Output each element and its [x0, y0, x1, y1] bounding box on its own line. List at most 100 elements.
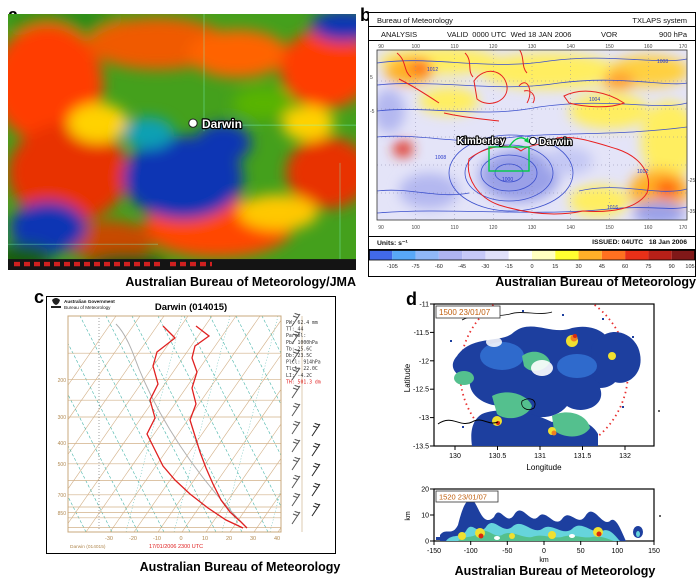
svg-text:100: 100 [611, 548, 623, 555]
svg-text:1008: 1008 [435, 155, 446, 161]
skewt-sounding-chart: Australian Government Bureau of Meteorol… [46, 296, 336, 554]
svg-text:140: 140 [567, 225, 576, 231]
panel-a-caption: Australian Bureau of Meteorology/JMA [125, 275, 356, 289]
svg-text:Pb: 1000hPa: Pb: 1000hPa [286, 340, 318, 346]
svg-text:30: 30 [250, 536, 256, 542]
svg-text:0: 0 [542, 548, 546, 555]
svg-text:90: 90 [669, 264, 675, 270]
svg-text:170: 170 [679, 225, 688, 231]
svg-text:131.5: 131.5 [574, 453, 592, 460]
svg-text:1012: 1012 [427, 67, 438, 73]
svg-text:1004: 1004 [589, 97, 600, 103]
svg-text:100: 100 [412, 44, 421, 50]
panel-b-letter: b [360, 5, 371, 25]
colorbar-cells [369, 250, 695, 260]
darwin-place-label: Darwin [202, 117, 242, 131]
svg-text:-11: -11 [419, 302, 429, 309]
svg-text:40: 40 [274, 536, 280, 542]
temperature-tick-labels: -30 -20 -10 0 10 20 30 40 [105, 536, 280, 542]
svg-text:-60: -60 [435, 264, 443, 270]
coastlines [396, 50, 649, 215]
svg-text:150: 150 [605, 44, 614, 50]
svg-text:100: 100 [412, 225, 421, 231]
chart-header-row1: Bureau of Meteorology TXLAPS system [369, 13, 695, 27]
moist-adiabat-diagonals [68, 316, 281, 532]
svg-text:50: 50 [577, 548, 585, 555]
svg-text:150: 150 [648, 548, 660, 555]
radar-ppi-plot: 1500 23/01/07 -11 -11.5 -12 -12.5 -13 -1… [403, 302, 660, 472]
parcel-path-curve [115, 323, 248, 529]
darwin-marker-dot-b [528, 136, 538, 146]
kimberley-highlight [488, 137, 530, 172]
svg-text:130.5: 130.5 [489, 453, 507, 460]
svg-text:-12: -12 [419, 358, 429, 365]
svg-text:-30: -30 [105, 536, 113, 542]
isobar-value-labels: 1012 1004 1008 1008 1000 1012 1016 [427, 59, 668, 211]
svg-text:110: 110 [451, 225, 459, 231]
svg-text:Plcl: 914hPa: Plcl: 914hPa [286, 360, 321, 366]
ylabel-latitude: Latitude [403, 363, 412, 392]
sounding-title: Darwin (014015) [155, 302, 227, 313]
svg-text:160: 160 [644, 44, 653, 50]
svg-text:130: 130 [528, 44, 537, 50]
svg-text:60: 60 [622, 264, 628, 270]
svg-text:-12.5: -12.5 [413, 387, 429, 394]
svg-text:400: 400 [58, 441, 67, 447]
svg-text:200: 200 [58, 378, 67, 384]
svg-text:-11.5: -11.5 [414, 330, 430, 337]
synoptic-map: 1012 1004 1008 1008 1000 1012 1016 Kimbe… [370, 44, 695, 231]
darwin-marker-dot [188, 118, 198, 128]
svg-text:120: 120 [489, 225, 498, 231]
svg-text:-5: -5 [370, 109, 375, 115]
sounding-stats-block: PW: 62.4 mm TT: 44 Parcel: Pb: 1000hPa T… [286, 320, 321, 385]
system-label: TXLAPS system [632, 15, 687, 25]
vorticity-colorbar: -105 -75 -60 -45 -30 -15 0 15 30 45 60 7… [369, 250, 696, 270]
svg-text:130: 130 [528, 225, 537, 231]
kimberley-place-label: Kimberley [457, 136, 506, 147]
xlabel-km: km [539, 557, 549, 564]
svg-text:TH: 501.3 dm: TH: 501.3 dm [286, 379, 321, 385]
panel-d-caption: Australian Bureau of Meteorology [454, 564, 656, 578]
svg-text:15: 15 [552, 264, 558, 270]
panel-c-caption: Australian Bureau of Meteorology [139, 560, 341, 574]
org-label: Bureau of Meteorology [377, 15, 453, 25]
temperature-trace [189, 325, 248, 529]
svg-text:Parcel:: Parcel: [286, 333, 306, 339]
units-label: Units: s⁻¹ [377, 240, 408, 247]
svg-text:TT: 44: TT: 44 [286, 327, 303, 333]
time-stamp-box-top [435, 305, 501, 319]
ylabel-km: km [405, 511, 412, 521]
svg-text:140: 140 [567, 44, 576, 50]
sounding-datetime: 17/01/2006 2300 UTC [149, 544, 203, 550]
svg-text:10: 10 [421, 513, 429, 520]
svg-text:-13.5: -13.5 [413, 444, 429, 451]
svg-text:10: 10 [202, 536, 208, 542]
km-x-tick-labels: -150 -100 -50 0 50 100 150 [427, 548, 660, 555]
longitude-tick-labels-d: 130 130.5 131 131.5 132 [449, 453, 631, 460]
svg-text:-105: -105 [387, 264, 398, 270]
svg-text:0: 0 [179, 536, 182, 542]
svg-text:-100: -100 [464, 548, 478, 555]
svg-text:-35: -35 [688, 209, 695, 215]
svg-text:Tb: 25.6C: Tb: 25.6C [286, 346, 312, 352]
time-stamp-bottom: 1520 23/01/07 [439, 493, 487, 502]
svg-text:105: 105 [685, 264, 694, 270]
svg-text:110: 110 [451, 44, 459, 50]
radar-reflectivity-blobs [450, 310, 641, 446]
svg-text:160: 160 [644, 225, 653, 231]
units-issued-row: Units: s⁻¹ ISSUED: 04UTC 18 Jan 2006 [369, 236, 695, 250]
level-label: 900 hPa [659, 29, 687, 39]
svg-text:1012: 1012 [637, 169, 648, 175]
svg-text:-10: -10 [153, 536, 161, 542]
svg-text:20: 20 [226, 536, 232, 542]
svg-text:850: 850 [58, 511, 67, 517]
svg-text:0: 0 [530, 264, 533, 270]
svg-text:-50: -50 [502, 548, 512, 555]
ir-cloud-blobs [8, 14, 356, 270]
svg-text:5: 5 [370, 75, 373, 81]
svg-text:1016: 1016 [607, 205, 618, 211]
svg-text:-20: -20 [129, 536, 137, 542]
time-stamp-box-bottom [435, 490, 499, 503]
svg-text:20: 20 [421, 487, 429, 494]
